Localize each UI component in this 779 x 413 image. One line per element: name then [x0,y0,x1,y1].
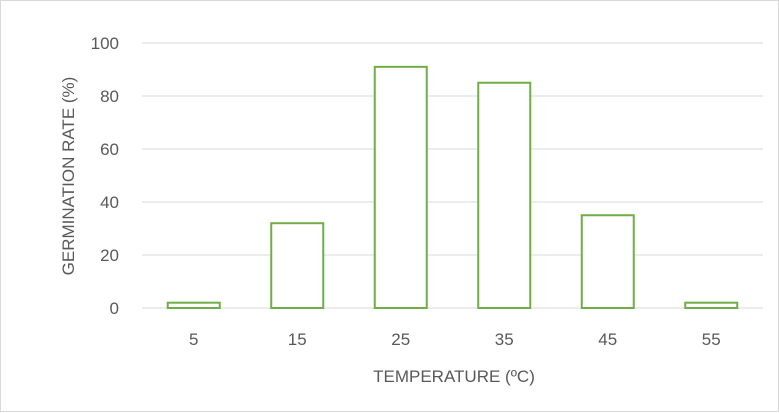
bar-55 [684,301,739,310]
x-axis-ticks: 5 15 25 35 45 55 [189,330,721,349]
bar-25 [373,65,428,309]
y-axis-ticks: 0 20 40 60 80 100 [91,34,119,318]
y-tick-label: 0 [110,299,119,318]
bar-45 [580,214,635,309]
x-tick-label: 45 [598,330,617,349]
y-tick-label: 20 [100,246,119,265]
y-tick-label: 80 [100,87,119,106]
bar-35 [477,81,532,309]
gridlines [142,42,763,309]
x-tick-label: 5 [189,330,198,349]
x-tick-label: 25 [391,330,410,349]
x-tick-label: 55 [702,330,721,349]
y-axis-title: GERMINATION RATE (%) [59,77,78,276]
y-tick-label: 60 [100,140,119,159]
y-tick-label: 40 [100,193,119,212]
bar-15 [270,222,325,309]
x-axis-title: TEMPERATURE (ºC) [373,367,535,386]
bar-5 [166,301,221,310]
x-tick-label: 35 [495,330,514,349]
bars [166,65,739,310]
y-tick-label: 100 [91,34,119,53]
x-tick-label: 15 [288,330,307,349]
